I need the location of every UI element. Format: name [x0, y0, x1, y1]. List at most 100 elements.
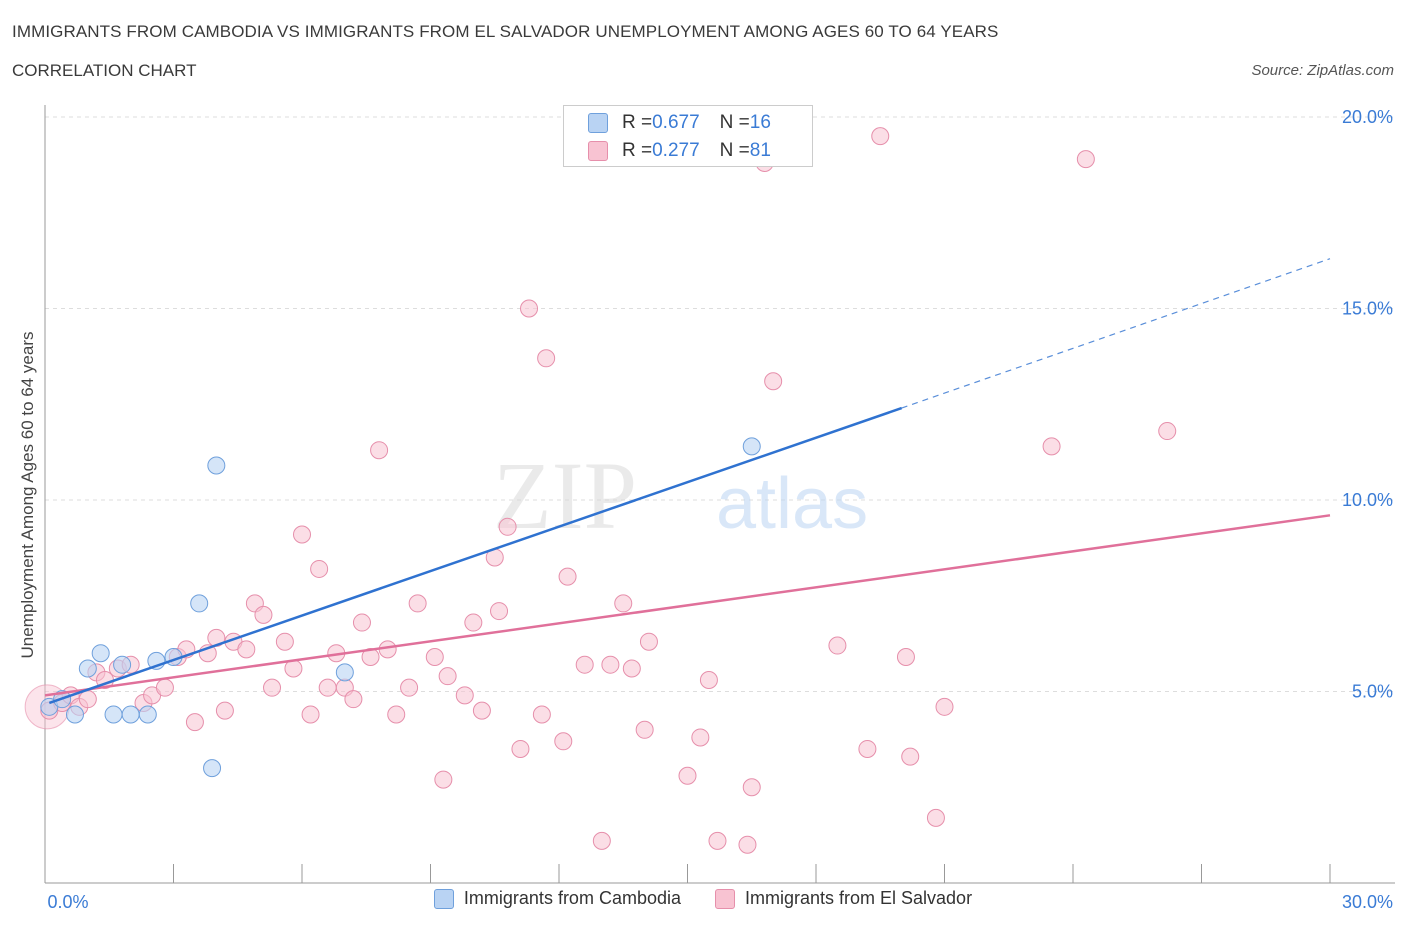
elsalvador-point: [738, 835, 757, 854]
elsalvador-point: [254, 605, 273, 624]
elsalvador-point: [472, 701, 491, 720]
cambodia-point: [335, 663, 354, 682]
cambodia-trend-extension: [901, 258, 1331, 409]
elsalvador-point: [520, 299, 539, 318]
elsalvador-point: [455, 686, 474, 705]
elsalvador-point: [708, 831, 727, 850]
elsalvador-point: [237, 640, 256, 659]
y-tick-label: 10.0%: [1342, 490, 1393, 510]
chart-title: IMMIGRANTS FROM CAMBODIA VS IMMIGRANTS F…: [12, 22, 999, 41]
stats-legend: R = 0.677 N = 16 R = 0.277 N = 81: [563, 105, 813, 167]
source-label: Source: ZipAtlas.com: [1251, 62, 1394, 79]
legend-label-elsalvador: Immigrants from El Salvador: [745, 888, 973, 908]
y-tick-label: 20.0%: [1342, 107, 1393, 127]
legend-label-cambodia: Immigrants from Cambodia: [463, 888, 681, 908]
elsalvador-point: [511, 739, 530, 758]
cambodia-point: [203, 759, 222, 778]
cambodia-swatch: [433, 888, 454, 909]
cambodia-point: [65, 705, 84, 724]
elsalvador-point: [699, 671, 718, 690]
elsalvador-point: [858, 739, 877, 758]
elsalvador-point: [344, 690, 363, 709]
tick-labels: 5.0% 10.0% 15.0% 20.0% 0.0% 30.0%: [47, 107, 1393, 912]
elsalvador-point: [425, 648, 444, 667]
cambodia-point: [113, 655, 132, 674]
cambodia-point: [742, 437, 761, 456]
elsalvador-point: [400, 678, 419, 697]
elsalvador-trend-line: [44, 514, 1331, 697]
elsalvador-point: [635, 720, 654, 739]
r-value-elsalvador: 0.277: [652, 140, 700, 161]
elsalvador-point: [601, 655, 620, 674]
x-tick-label: 30.0%: [1342, 892, 1393, 912]
elsalvador-point: [155, 678, 174, 697]
elsalvador-point: [293, 525, 311, 544]
elsalvador-swatch: [588, 141, 608, 161]
cambodia-point: [78, 659, 97, 678]
elsalvador-point: [871, 127, 890, 146]
cambodia-point: [104, 705, 123, 724]
elsalvador-point: [78, 690, 97, 709]
elsalvador-point: [742, 778, 761, 797]
elsalvador-point: [764, 372, 783, 391]
elsalvador-point: [622, 659, 641, 678]
elsalvador-point: [1042, 437, 1061, 456]
cambodia-point: [190, 594, 209, 613]
stats-row-cambodia: R = 0.677 N = 16: [588, 112, 771, 134]
elsalvador-point: [498, 517, 517, 536]
y-tick-label: 15.0%: [1342, 299, 1393, 319]
elsalvador-point: [639, 632, 658, 651]
elsalvador-point: [215, 701, 234, 720]
elsalvador-point: [185, 713, 204, 732]
legend-item-cambodia[interactable]: Immigrants from Cambodia: [433, 888, 681, 909]
stats-row-elsalvador: R = 0.277 N = 81: [588, 140, 771, 162]
elsalvador-point: [275, 632, 294, 651]
bottom-legend: Immigrants from Cambodia Immigrants from…: [0, 888, 1406, 909]
cambodia-point: [121, 705, 140, 724]
watermark: ZIP atlas: [493, 442, 868, 549]
n-label: N =: [719, 112, 750, 133]
elsalvador-point: [263, 678, 282, 697]
elsalvador-point: [408, 594, 427, 613]
elsalvador-point: [558, 567, 577, 586]
elsalvador-point: [464, 613, 483, 632]
elsalvador-point: [318, 678, 337, 697]
elsalvador-point: [1158, 422, 1177, 441]
watermark-zip: ZIP: [493, 442, 637, 549]
trend-lines: [44, 258, 1331, 705]
elsalvador-point: [592, 831, 611, 850]
elsalvador-point: [614, 594, 633, 613]
elsalvador-point: [434, 770, 453, 789]
n-value-cambodia: 16: [749, 112, 771, 133]
cambodia-point: [138, 705, 157, 724]
elsalvador-point: [678, 766, 697, 785]
elsalvador-point: [532, 705, 551, 724]
elsalvador-point: [901, 747, 920, 766]
elsalvador-point: [1076, 150, 1095, 169]
x-tick-label: 0.0%: [47, 892, 88, 912]
elsalvador-point: [301, 705, 320, 724]
n-label: N =: [719, 140, 750, 161]
elsalvador-point: [387, 705, 406, 724]
elsalvador-point: [575, 655, 594, 674]
elsalvador-point: [537, 349, 556, 368]
axis-layer: [44, 105, 1395, 884]
cambodia-swatch: [588, 113, 608, 133]
legend-item-elsalvador[interactable]: Immigrants from El Salvador: [715, 888, 972, 909]
r-label: R =: [622, 140, 653, 161]
elsalvador-swatch: [715, 888, 735, 909]
elsalvador-point: [370, 441, 389, 460]
cambodia-trend-line: [48, 406, 903, 705]
elsalvador-point: [896, 648, 915, 667]
watermark-atlas: atlas: [716, 464, 868, 544]
n-value-elsalvador: 81: [749, 140, 771, 161]
cambodia-point: [207, 456, 226, 475]
elsalvador-point: [352, 613, 371, 632]
elsalvador-point: [310, 559, 329, 578]
elsalvador-point: [554, 732, 573, 751]
r-value-cambodia: 0.677: [652, 112, 700, 133]
elsalvador-point: [935, 697, 954, 716]
elsalvador-point: [438, 667, 457, 686]
cambodia-point: [91, 644, 110, 663]
